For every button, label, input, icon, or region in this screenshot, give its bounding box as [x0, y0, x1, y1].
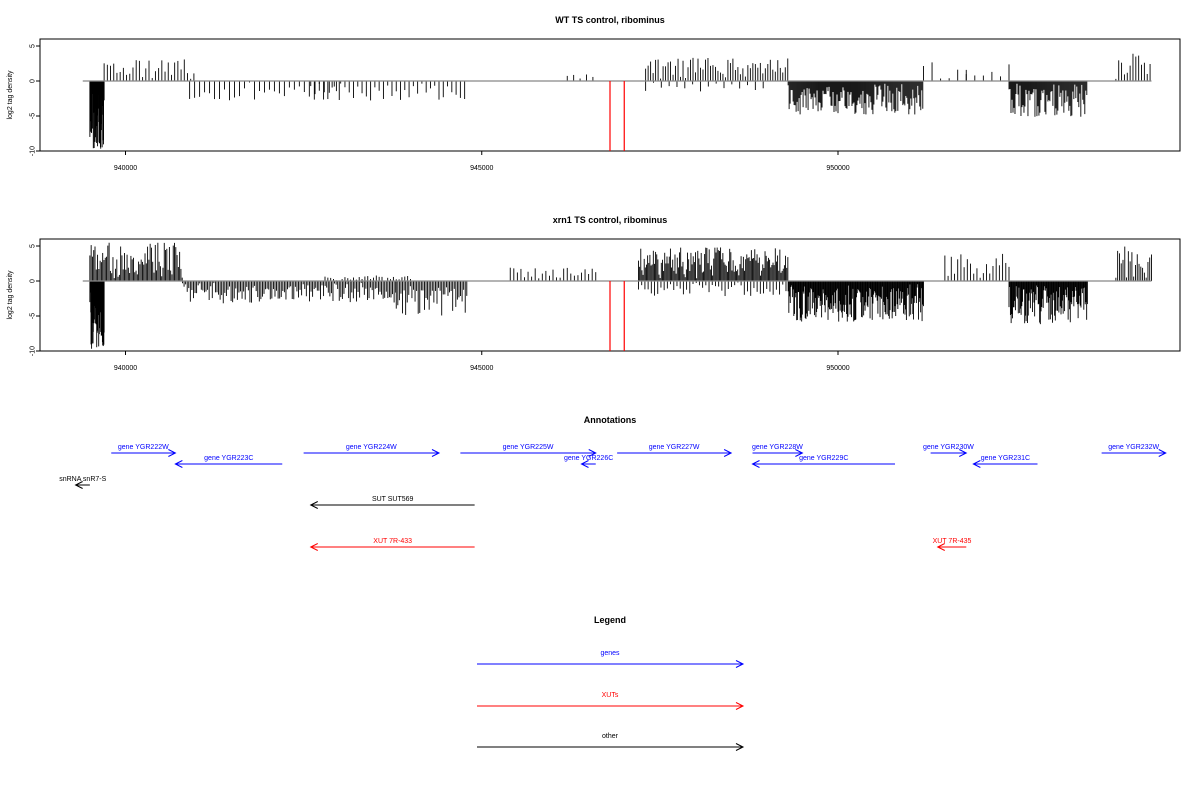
feature-arrow — [936, 543, 967, 551]
annotations-track: Annotations gene YGR222W gene YGR223C gene … — [59, 415, 1167, 551]
feature-label: XUT 7R-435 — [933, 538, 972, 545]
feature-arrow — [74, 481, 90, 489]
feature-arrow — [1101, 449, 1167, 457]
legend: Legend genes XUTs other — [477, 615, 745, 751]
density-bars — [89, 242, 1152, 349]
y-tick-label: -10 — [30, 146, 37, 156]
x-tick-label: 945000 — [470, 365, 493, 372]
y-tick-label: 5 — [30, 244, 37, 248]
feature-label: gene YGR230W — [923, 444, 974, 451]
y-tick-label: -5 — [30, 113, 37, 119]
density-panel-1: WT TS control, ribominus log2 tag density… — [7, 15, 1181, 172]
density-panels: WT TS control, ribominus log2 tag density… — [7, 15, 1181, 372]
feature-label: XUT 7R-433 — [373, 538, 412, 545]
y-tick-label: -10 — [30, 346, 37, 356]
legend-label: genes — [600, 650, 620, 657]
feature-arrow — [174, 460, 283, 468]
y-axis-label: log2 tag density — [7, 70, 14, 120]
feature-label: gene YGR226C — [564, 455, 613, 462]
x-tick-label: 950000 — [826, 365, 849, 372]
feature-label: gene YGR227W — [649, 444, 700, 451]
y-tick-label: 5 — [30, 44, 37, 48]
feature-label: gene YGR224W — [346, 444, 397, 451]
feature-label: SUT SUT569 — [372, 496, 414, 503]
feature-arrow — [580, 460, 596, 468]
y-tick-label: -5 — [30, 313, 37, 319]
legend-arrow — [477, 743, 745, 751]
feature-label: gene YGR232W — [1108, 444, 1159, 451]
y-axis-label: log2 tag density — [7, 270, 14, 320]
feature-label: gene YGR222W — [118, 444, 169, 451]
feature-arrow — [617, 449, 733, 457]
legend-label: other — [602, 733, 619, 740]
x-tick-label: 950000 — [826, 165, 849, 172]
feature-arrow — [752, 449, 804, 457]
feature-label: gene YGR231C — [981, 455, 1030, 462]
density-bars — [89, 53, 1151, 149]
feature-label: gene YGR225W — [503, 444, 554, 451]
feature-label: gene YGR229C — [799, 455, 848, 462]
feature-arrow — [309, 501, 475, 509]
feature-label: gene YGR228W — [752, 444, 803, 451]
feature-label: snRNA snR7-S — [59, 476, 106, 483]
x-tick-label: 940000 — [114, 165, 137, 172]
x-tick-label: 945000 — [470, 165, 493, 172]
feature-arrow — [972, 460, 1038, 468]
panel-title: WT TS control, ribominus — [555, 15, 665, 25]
legend-arrow — [477, 702, 745, 710]
feature-arrow — [111, 449, 177, 457]
y-tick-label: 0 — [30, 79, 37, 83]
legend-label: XUTs — [602, 692, 619, 699]
feature-arrow — [751, 460, 895, 468]
legend-arrow — [477, 660, 745, 668]
feature-arrow — [303, 449, 441, 457]
feature-arrow — [309, 543, 475, 551]
feature-arrow — [930, 449, 968, 457]
density-panel-2: xrn1 TS control, ribominus log2 tag densi… — [7, 215, 1181, 372]
panel-title: xrn1 TS control, ribominus — [553, 215, 668, 225]
feature-arrow — [460, 449, 597, 457]
y-tick-label: 0 — [30, 279, 37, 283]
annotations-title: Annotations — [584, 415, 637, 425]
legend-title: Legend — [594, 615, 626, 625]
feature-label: gene YGR223C — [204, 455, 253, 462]
x-tick-label: 940000 — [114, 365, 137, 372]
